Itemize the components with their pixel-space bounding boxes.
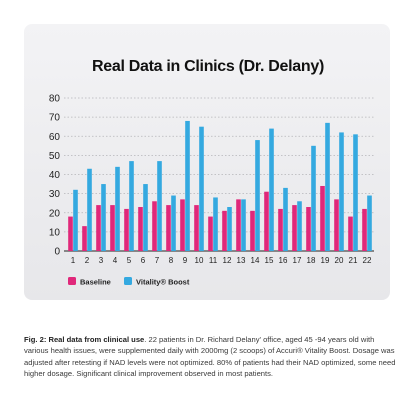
- bar: [68, 216, 73, 251]
- y-tick-label: 60: [49, 132, 61, 143]
- bar: [362, 208, 367, 251]
- bar: [110, 205, 115, 251]
- x-tick-label: 1: [71, 256, 76, 265]
- x-tick-label: 10: [195, 256, 204, 265]
- x-tick-label: 19: [321, 256, 330, 265]
- y-axis-ticks: 0 10 20 30 40 50 60 70 80: [49, 94, 61, 258]
- bar: [166, 205, 171, 251]
- legend-label: Vitality® Boost: [136, 278, 190, 287]
- bar: [241, 199, 246, 251]
- y-tick-label: 70: [49, 113, 61, 124]
- bar: [171, 195, 176, 251]
- x-tick-label: 13: [237, 256, 246, 265]
- bar: [283, 187, 288, 251]
- legend-label: Baseline: [80, 278, 111, 287]
- caption-text: . 22 patients in Dr. Richard Delany' off…: [24, 335, 396, 379]
- x-tick-label: 16: [279, 256, 288, 265]
- x-tick-label: 6: [141, 256, 146, 265]
- bar: [185, 120, 190, 251]
- bar: [297, 201, 302, 251]
- y-tick-label: 40: [49, 170, 61, 181]
- x-tick-label: 15: [265, 256, 274, 265]
- legend: Baseline Vitality® Boost: [68, 277, 190, 287]
- legend-swatch: [68, 277, 76, 285]
- bar: [339, 132, 344, 251]
- x-tick-label: 4: [113, 256, 118, 265]
- x-tick-label: 11: [209, 256, 218, 265]
- bar: [311, 145, 316, 251]
- x-tick-label: 9: [183, 256, 188, 265]
- bar: [87, 168, 92, 251]
- x-tick-label: 17: [293, 256, 302, 265]
- bar: [334, 199, 339, 251]
- figure-caption: Fig. 2: Real data from clinical use. 22 …: [24, 334, 396, 380]
- bar: [269, 128, 274, 251]
- bar: [255, 140, 260, 251]
- x-tick-label: 8: [169, 256, 174, 265]
- bar: [227, 207, 232, 251]
- bar: [101, 184, 106, 251]
- chart-title: Real Data in Clinics (Dr. Delany): [92, 58, 324, 75]
- bar: [353, 134, 358, 251]
- legend-swatch: [124, 277, 132, 285]
- x-tick-label: 14: [251, 256, 260, 265]
- bar: [264, 191, 269, 251]
- x-tick-label: 7: [155, 256, 160, 265]
- bar: [73, 189, 78, 251]
- bar: [138, 207, 143, 251]
- x-tick-label: 3: [99, 256, 104, 265]
- bar: [306, 207, 311, 251]
- bar: [367, 195, 372, 251]
- bar: [278, 208, 283, 251]
- x-tick-label: 21: [349, 256, 358, 265]
- bar: [348, 216, 353, 251]
- bar: [199, 126, 204, 251]
- bar: [194, 205, 199, 251]
- bar: [292, 205, 297, 251]
- y-tick-label: 30: [49, 189, 61, 200]
- caption-label: Fig. 2: Real data from clinical use: [24, 335, 145, 344]
- bar: [152, 201, 157, 251]
- x-tick-label: 12: [223, 256, 232, 265]
- bar: [129, 161, 134, 251]
- bar: [96, 205, 101, 251]
- bar: [222, 210, 227, 251]
- bar: [82, 226, 87, 251]
- bar: [213, 197, 218, 251]
- x-tick-label: 20: [335, 256, 344, 265]
- bar: [208, 216, 213, 251]
- y-tick-label: 0: [54, 247, 60, 258]
- x-tick-label: 18: [307, 256, 316, 265]
- bar: [320, 185, 325, 251]
- bar: [157, 161, 162, 251]
- bar: [236, 199, 241, 251]
- bar: [325, 122, 330, 251]
- bar: [115, 166, 120, 251]
- x-tick-label: 5: [127, 256, 132, 265]
- bars: [68, 120, 372, 251]
- x-tick-label: 2: [85, 256, 90, 265]
- bar: [250, 210, 255, 251]
- bar: [180, 199, 185, 251]
- x-axis-ticks: 1 2 3 4 5 6 7 8 9 10 11 12 13 14 15 16 17 18 19 20 21 22: [71, 256, 372, 265]
- bar: [124, 208, 129, 251]
- y-tick-label: 20: [49, 208, 61, 219]
- y-tick-label: 80: [49, 94, 61, 105]
- y-tick-label: 10: [49, 227, 61, 238]
- x-tick-label: 22: [363, 256, 372, 265]
- bar: [143, 184, 148, 251]
- y-tick-label: 50: [49, 151, 61, 162]
